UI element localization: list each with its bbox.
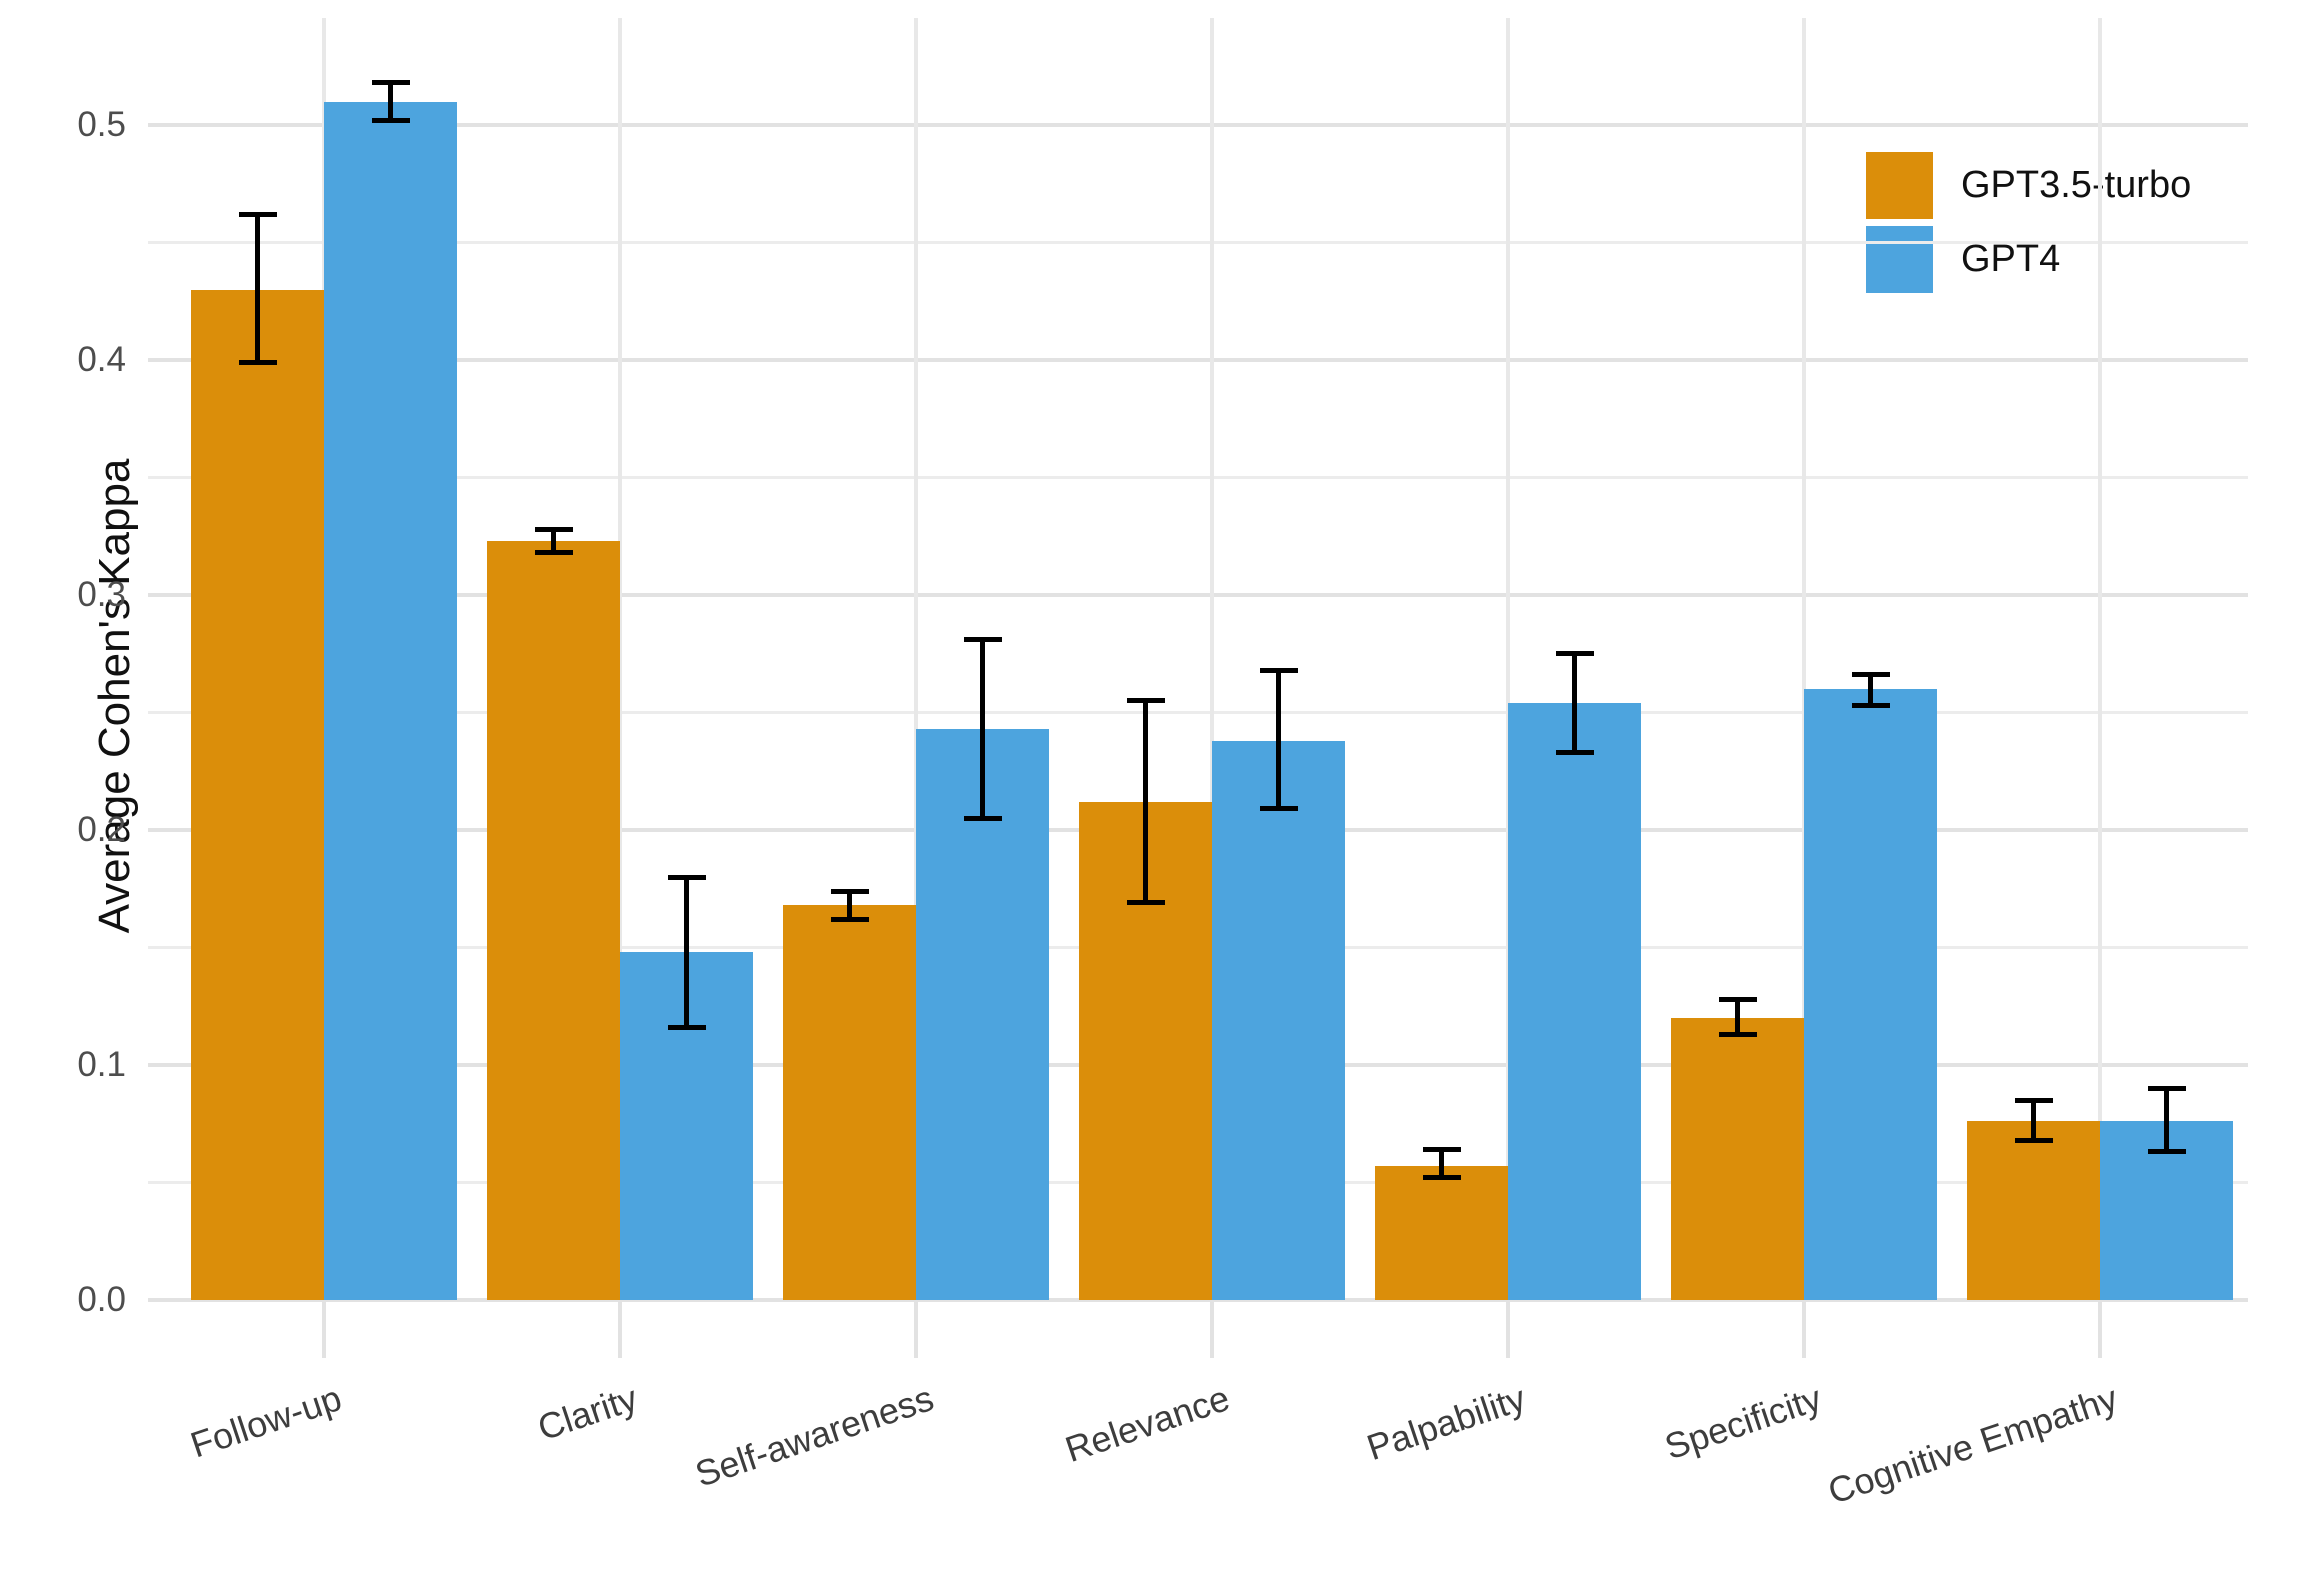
bar-gpt3-5-turbo: [783, 905, 916, 1300]
error-bar-line: [1735, 999, 1740, 1035]
bar-gpt4: [916, 728, 1049, 1300]
y-tick-label: 0.5: [77, 105, 126, 144]
error-bar-cap-bottom: [1259, 806, 1298, 812]
legend-label: GPT4: [1961, 238, 2061, 280]
major-gridline: [148, 123, 2248, 127]
x-tick-label: Palpability: [1361, 1377, 1531, 1469]
error-bar-cap-bottom: [1718, 1031, 1757, 1037]
error-bar-line: [1276, 670, 1281, 809]
x-axis-tick: [2098, 1300, 2102, 1358]
vertical-gridline: [1506, 18, 1510, 1300]
error-bar-cap-top: [238, 211, 277, 217]
x-tick-label: Specificity: [1659, 1377, 1827, 1468]
major-gridline: [148, 358, 2248, 362]
error-bar-cap-top: [667, 874, 706, 880]
legend-label: GPT3.5-turbo: [1961, 164, 2192, 206]
error-bar-cap-bottom: [2014, 1137, 2053, 1143]
error-bar-cap-top: [1555, 651, 1594, 657]
error-bar-cap-bottom: [1422, 1175, 1461, 1181]
error-bar-cap-top: [963, 637, 1002, 643]
vertical-gridline: [1802, 18, 1806, 1300]
x-tick-label: Self-awareness: [690, 1377, 939, 1495]
legend-swatch-icon: [1866, 226, 1933, 293]
legend-item: GPT3.5-turbo: [1866, 152, 2191, 219]
x-axis-tick: [914, 1300, 918, 1358]
error-bar-cap-bottom: [1126, 900, 1165, 906]
error-bar-cap-top: [2014, 1097, 2053, 1103]
major-gridline: [148, 593, 2248, 597]
error-bar-line: [1439, 1149, 1444, 1178]
bar-gpt3-5-turbo: [1671, 1018, 1804, 1300]
x-tick-label: Relevance: [1060, 1377, 1235, 1470]
error-bar-cap-top: [1718, 996, 1757, 1002]
minor-gridline: [148, 476, 2248, 479]
y-tick-label: 0.3: [77, 575, 126, 614]
error-bar-line: [847, 891, 852, 920]
legend: GPT3.5-turbo GPT4: [1866, 152, 2191, 300]
error-bar-line: [388, 82, 393, 121]
error-bar-line: [1143, 700, 1148, 903]
error-bar-line: [1868, 674, 1873, 706]
bar-gpt3-5-turbo: [487, 540, 620, 1300]
bar-gpt4: [1804, 689, 1937, 1300]
error-bar-line: [2031, 1100, 2036, 1141]
minor-gridline: [148, 241, 2248, 244]
vertical-gridline: [618, 18, 622, 1300]
error-bar-cap-bottom: [830, 916, 869, 922]
error-bar-line: [684, 877, 689, 1028]
legend-item: GPT4: [1866, 226, 2191, 293]
error-bar-cap-top: [534, 526, 573, 532]
error-bar-cap-top: [371, 80, 410, 86]
minor-gridline: [148, 711, 2248, 714]
error-bar-cap-top: [1126, 698, 1165, 704]
bar-gpt4: [1508, 703, 1641, 1300]
x-axis-tick: [618, 1300, 622, 1358]
legend-swatch-icon: [1866, 152, 1933, 219]
y-tick-label: 0.0: [77, 1280, 126, 1319]
y-axis-title: Average Cohen's Kappa: [90, 458, 139, 934]
bar-gpt4: [324, 101, 457, 1300]
x-tick-label: Clarity: [532, 1377, 643, 1449]
y-tick-label: 0.2: [77, 810, 126, 849]
error-bar-cap-top: [1259, 667, 1298, 673]
vertical-gridline: [914, 18, 918, 1300]
x-tick-label: Follow-up: [185, 1377, 347, 1466]
error-bar-cap-top: [830, 888, 869, 894]
vertical-gridline: [2098, 18, 2102, 1300]
error-bar-line: [2164, 1088, 2169, 1152]
error-bar-cap-top: [2147, 1086, 2186, 1091]
error-bar-cap-bottom: [238, 359, 277, 365]
bar-gpt3-5-turbo: [1375, 1166, 1508, 1300]
error-bar-cap-bottom: [534, 550, 573, 556]
y-tick-label: 0.4: [77, 340, 126, 379]
x-tick-label: Cognitive Empathy: [1822, 1377, 2123, 1512]
error-bar-cap-bottom: [371, 117, 410, 123]
error-bar-line: [1572, 653, 1577, 753]
error-bar-cap-top: [1422, 1147, 1461, 1153]
x-axis-tick: [1210, 1300, 1214, 1358]
error-bar-cap-bottom: [1555, 749, 1594, 755]
x-axis-tick: [1802, 1300, 1806, 1358]
vertical-gridline: [1210, 18, 1214, 1300]
x-axis-tick: [1506, 1300, 1510, 1358]
error-bar-cap-bottom: [1851, 702, 1890, 708]
error-bar-line: [551, 529, 556, 553]
error-bar-line: [980, 639, 985, 819]
bar-gpt4: [1212, 740, 1345, 1300]
error-bar-line: [255, 214, 260, 363]
error-bar-cap-bottom: [963, 815, 1002, 821]
bar-gpt3-5-turbo: [191, 289, 324, 1300]
x-axis-tick: [322, 1300, 326, 1358]
bar-gpt3-5-turbo: [1967, 1121, 2100, 1300]
error-bar-cap-bottom: [667, 1024, 706, 1030]
major-gridline: [148, 1298, 2248, 1302]
error-bar-cap-bottom: [2147, 1149, 2186, 1155]
y-tick-label: 0.1: [77, 1045, 126, 1084]
error-bar-cap-top: [1851, 672, 1890, 678]
